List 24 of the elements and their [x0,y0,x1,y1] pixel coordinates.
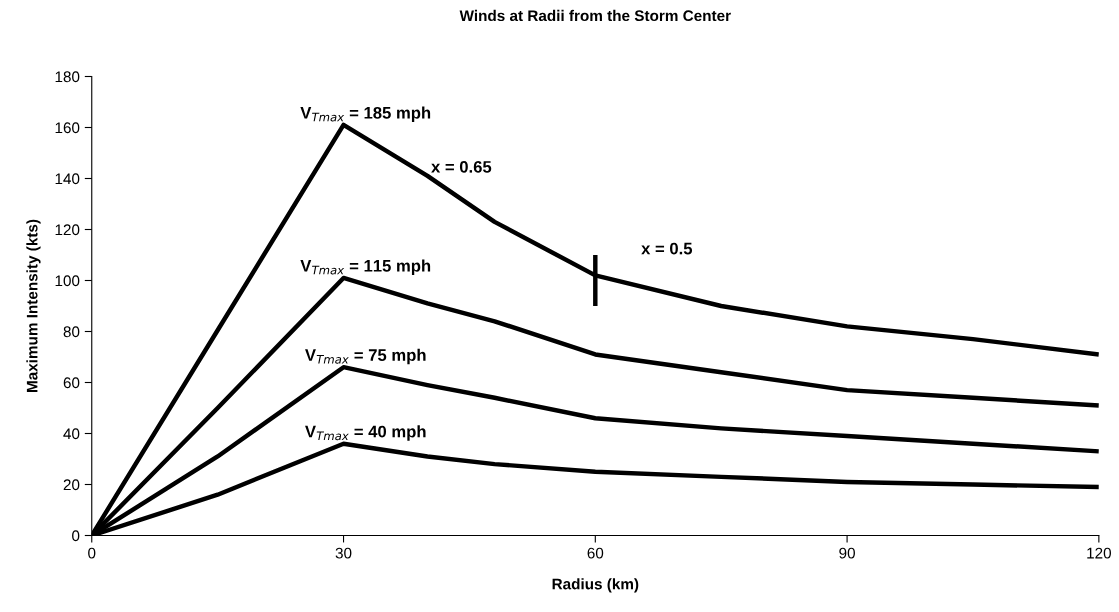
x-tick-label: 60 [587,547,604,559]
y-tick-label: 100 [55,275,80,287]
x-tick-label: 120 [1087,547,1112,559]
chart-title: Winds at Radii from the Storm Center [459,9,731,22]
y-tick-label: 0 [72,530,80,542]
x-tick-label: 30 [335,547,352,559]
y-tick-label: 40 [63,428,80,440]
y-tick-label: 180 [55,71,80,83]
series-label: V$_{Tmax}$ = 75 mph [305,348,426,365]
x-tick-label: 0 [88,547,96,559]
series-label: V$_{Tmax}$ = 115 mph [300,259,431,276]
annotation: x = 0.65 [431,160,492,173]
y-tick-label: 20 [63,479,80,491]
y-tick-label: 60 [63,377,80,389]
x-tick-label: 90 [839,547,855,559]
series-label: V$_{Tmax}$ = 40 mph [305,425,426,441]
y-axis-title: Maximum Intensity (kts) [26,219,41,392]
y-tick-label: 160 [55,122,80,134]
y-tick-label: 120 [55,224,80,236]
annotation: x = 0.5 [641,242,693,255]
y-tick-label: 140 [55,173,80,185]
series-label: V$_{Tmax}$ = 185 mph [300,106,431,123]
x-axis-title: Radius (km) [552,578,639,593]
y-tick-label: 80 [63,326,80,338]
